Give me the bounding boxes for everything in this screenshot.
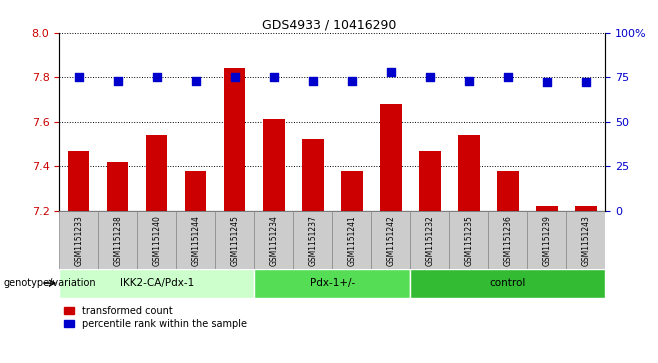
- Bar: [176, 211, 215, 269]
- Bar: [380, 104, 401, 211]
- Bar: [138, 211, 176, 269]
- Text: GSM1151236: GSM1151236: [503, 215, 513, 266]
- Bar: [411, 269, 605, 298]
- Bar: [567, 211, 605, 269]
- Text: control: control: [490, 278, 526, 288]
- Text: IKK2-CA/Pdx-1: IKK2-CA/Pdx-1: [120, 278, 194, 288]
- Point: [307, 78, 318, 83]
- Bar: [293, 211, 332, 269]
- Point: [542, 79, 552, 85]
- Text: GSM1151238: GSM1151238: [113, 215, 122, 266]
- Text: GSM1151232: GSM1151232: [425, 215, 434, 266]
- Bar: [497, 171, 519, 211]
- Bar: [488, 211, 527, 269]
- Bar: [254, 211, 293, 269]
- Bar: [371, 211, 411, 269]
- Bar: [59, 269, 254, 298]
- Text: GSM1151240: GSM1151240: [152, 215, 161, 266]
- Bar: [98, 211, 138, 269]
- Legend: transformed count, percentile rank within the sample: transformed count, percentile rank withi…: [64, 306, 247, 329]
- Text: GSM1151241: GSM1151241: [347, 215, 356, 266]
- Point: [424, 74, 435, 80]
- Point: [190, 78, 201, 83]
- Point: [268, 74, 279, 80]
- Point: [580, 79, 591, 85]
- Text: GDS4933 / 10416290: GDS4933 / 10416290: [262, 18, 396, 31]
- Bar: [68, 151, 89, 211]
- Bar: [449, 211, 488, 269]
- Bar: [215, 211, 254, 269]
- Bar: [575, 206, 597, 211]
- Bar: [411, 211, 449, 269]
- Point: [463, 78, 474, 83]
- Text: GSM1151235: GSM1151235: [465, 215, 473, 266]
- Bar: [458, 135, 480, 211]
- Bar: [254, 269, 411, 298]
- Text: GSM1151233: GSM1151233: [74, 215, 83, 266]
- Bar: [224, 68, 245, 211]
- Bar: [59, 211, 98, 269]
- Point: [230, 74, 240, 80]
- Text: GSM1151237: GSM1151237: [309, 215, 317, 266]
- Text: GSM1151244: GSM1151244: [191, 215, 200, 266]
- Text: genotype/variation: genotype/variation: [3, 278, 96, 288]
- Bar: [146, 135, 168, 211]
- Point: [74, 74, 84, 80]
- Point: [347, 78, 357, 83]
- Bar: [536, 206, 557, 211]
- Bar: [419, 151, 441, 211]
- Text: GSM1151243: GSM1151243: [582, 215, 590, 266]
- Bar: [263, 119, 284, 211]
- Bar: [527, 211, 567, 269]
- Bar: [185, 171, 207, 211]
- Text: GSM1151234: GSM1151234: [269, 215, 278, 266]
- Point: [113, 78, 123, 83]
- Bar: [341, 171, 363, 211]
- Text: GSM1151239: GSM1151239: [542, 215, 551, 266]
- Point: [503, 74, 513, 80]
- Text: Pdx-1+/-: Pdx-1+/-: [310, 278, 355, 288]
- Text: GSM1151245: GSM1151245: [230, 215, 240, 266]
- Bar: [107, 162, 128, 211]
- Text: GSM1151242: GSM1151242: [386, 215, 395, 266]
- Bar: [302, 139, 324, 211]
- Point: [151, 74, 162, 80]
- Point: [386, 69, 396, 75]
- Bar: [332, 211, 371, 269]
